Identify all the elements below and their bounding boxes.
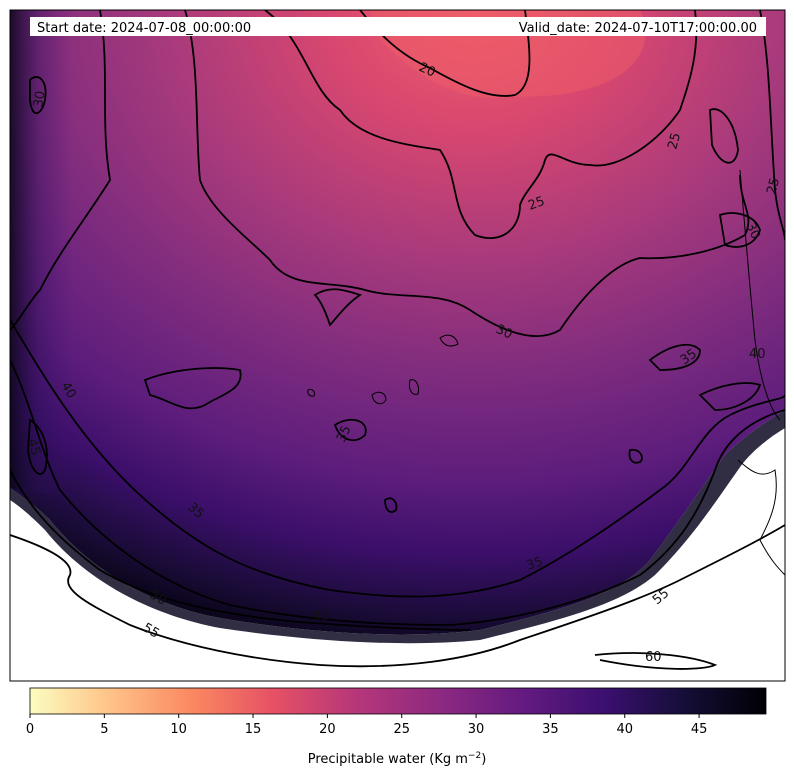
contour-25-main bbox=[264, 10, 698, 240]
colorbar-tick-label: 30 bbox=[468, 722, 485, 737]
header-box bbox=[30, 17, 766, 36]
contour-label: 35 bbox=[334, 423, 355, 444]
contour-closed-6 bbox=[628, 448, 643, 464]
colorbar-tick-label: 45 bbox=[691, 722, 708, 737]
island-4 bbox=[307, 389, 315, 397]
island-1 bbox=[371, 391, 387, 405]
contour-20 bbox=[359, 10, 531, 97]
contour-30-b bbox=[10, 10, 111, 331]
contour-label: 55 bbox=[140, 620, 162, 641]
contour-label: 35 bbox=[525, 554, 545, 573]
contour-lines bbox=[10, 10, 785, 670]
contour-label: 60 bbox=[645, 650, 662, 665]
colorbar-tick-label: 40 bbox=[616, 722, 633, 737]
colorbar-tick-label: 25 bbox=[393, 722, 410, 737]
contour-closed-1 bbox=[143, 367, 242, 410]
contour-label: 30 bbox=[31, 90, 49, 109]
contour-closed-7 bbox=[384, 497, 398, 513]
contour-closed-8 bbox=[29, 76, 47, 115]
coast-se bbox=[737, 459, 785, 576]
colorbar-tick-label: 35 bbox=[542, 722, 559, 737]
contour-label: 25 bbox=[665, 131, 684, 151]
contour-closed-9 bbox=[709, 108, 739, 164]
contour-40 bbox=[10, 359, 785, 626]
start-date-label: Start date: 2024-07-08_00:00:00 bbox=[37, 21, 251, 36]
colorbar-tick-label: 20 bbox=[319, 722, 336, 737]
colorbar-tick-label: 15 bbox=[245, 722, 262, 737]
colorbar-ticks: 0 5 10 15 20 25 30 35 40 45 bbox=[26, 714, 708, 737]
contour-labels: 20 25 25 25 30 30 30 35 35 35 35 35 40 4… bbox=[24, 60, 783, 665]
contour-label: 25 bbox=[764, 176, 783, 196]
colorbar-tick-label: 10 bbox=[170, 722, 187, 737]
valid-date-label: Valid_date: 2024-07-10T17:00:00.00 bbox=[519, 21, 757, 36]
contour-label: 30 bbox=[493, 322, 514, 343]
contour-45 bbox=[10, 469, 471, 631]
contour-closed-11 bbox=[27, 418, 48, 475]
colorbar-label: Precipitable water (Kg m−2) bbox=[308, 751, 487, 767]
map-frame bbox=[9, 9, 786, 682]
colorbar-fill bbox=[29, 687, 767, 715]
coastline-east bbox=[739, 169, 781, 421]
contour-60 bbox=[594, 652, 718, 670]
colorbar-tick-label: 5 bbox=[100, 722, 108, 737]
contour-label: 25 bbox=[526, 194, 547, 214]
island-3 bbox=[439, 334, 459, 347]
contour-closed-10 bbox=[333, 418, 367, 442]
contour-closed-4 bbox=[718, 212, 761, 248]
coastlines bbox=[307, 169, 785, 576]
contour-closed-2 bbox=[648, 343, 701, 371]
island-2 bbox=[409, 379, 419, 395]
colorbar: 0 5 10 15 20 25 30 35 40 45 Precipitable water (K… bbox=[26, 687, 767, 767]
contour-35 bbox=[10, 319, 785, 598]
contour-55 bbox=[10, 524, 785, 668]
contour-label: 45 bbox=[24, 437, 43, 457]
contour-label: 40 bbox=[58, 380, 79, 402]
colorbar-tick-label: 0 bbox=[26, 722, 34, 737]
contour-label: 50 bbox=[147, 587, 169, 608]
contour-closed-3 bbox=[698, 382, 762, 411]
contour-closed-5 bbox=[313, 288, 363, 327]
contour-label: 40 bbox=[749, 347, 766, 362]
contour-label: 20 bbox=[416, 60, 437, 81]
contour-label: 45 bbox=[313, 609, 330, 624]
contour-label: 30 bbox=[742, 220, 763, 241]
contour-25-right bbox=[759, 10, 785, 241]
contour-30 bbox=[184, 10, 750, 337]
